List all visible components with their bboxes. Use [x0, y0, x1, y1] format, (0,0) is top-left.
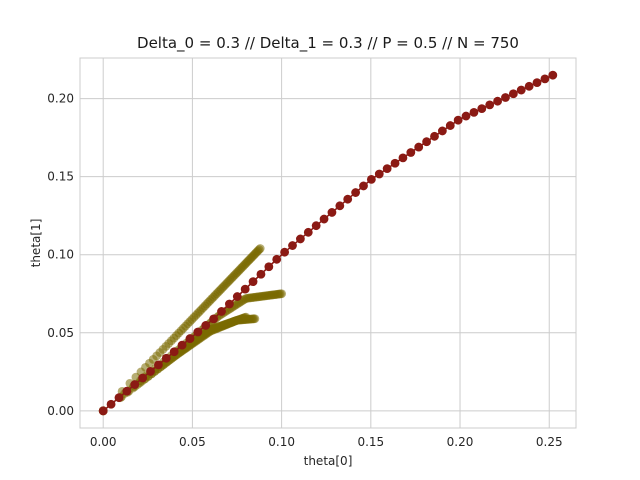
series-point: [351, 188, 361, 197]
series-point: [177, 340, 187, 350]
series-point: [398, 153, 408, 163]
y-tick-label: 0.00: [47, 404, 74, 418]
series-point: [548, 70, 558, 80]
x-tick-label: 0.00: [90, 435, 117, 449]
series-point: [359, 181, 368, 191]
series-point: [225, 299, 234, 309]
x-tick-label: 0.05: [179, 435, 206, 449]
series-point: [280, 247, 290, 257]
plot-frame: [79, 57, 577, 429]
series-point: [485, 100, 495, 110]
series-point: [445, 121, 455, 130]
series-layer: [98, 70, 558, 416]
series-point: [201, 321, 211, 330]
series-point: [390, 158, 400, 168]
series-point: [295, 234, 305, 244]
series-point: [303, 227, 313, 237]
grid-layer: [80, 58, 576, 428]
series-point: [524, 81, 534, 91]
series-point: [508, 89, 518, 99]
x-tick-label: 0.15: [357, 435, 384, 449]
series-point: [430, 131, 439, 141]
series-point: [232, 292, 242, 301]
series-point: [532, 78, 542, 88]
series-point: [327, 208, 337, 217]
series-point: [161, 353, 171, 363]
series-point: [382, 164, 392, 174]
series-point: [343, 194, 353, 204]
x-tick-label: 0.25: [536, 435, 563, 449]
series-point: [241, 312, 251, 322]
series-point: [240, 284, 250, 294]
series-point: [146, 367, 155, 376]
series-point: [256, 269, 266, 279]
series-point: [130, 380, 140, 389]
series-point: [288, 241, 297, 250]
y-tick-label: 0.10: [47, 248, 74, 262]
series-point: [185, 334, 195, 343]
series-point: [501, 93, 510, 102]
chart-title: Delta_0 = 0.3 // Delta_1 = 0.3 // P = 0.…: [137, 34, 519, 53]
series-point: [169, 347, 179, 357]
series-point: [122, 386, 132, 396]
x-tick-label: 0.20: [447, 435, 474, 449]
series-point: [437, 126, 447, 136]
series-point: [335, 201, 345, 211]
series-point: [319, 214, 329, 224]
series-point: [98, 406, 108, 416]
y-tick-label: 0.05: [47, 326, 74, 340]
series-point: [209, 314, 219, 324]
x-tick-label: 0.10: [268, 435, 295, 449]
y-tick-label: 0.20: [47, 92, 74, 106]
series-point: [217, 307, 226, 316]
series-point: [453, 115, 463, 125]
series-point: [255, 244, 265, 253]
series-point: [540, 74, 550, 84]
series-point: [461, 111, 471, 121]
series-point: [277, 289, 287, 299]
series-point: [477, 104, 487, 114]
y-axis-label: theta[1]: [29, 219, 43, 268]
y-tick-label: 0.15: [47, 170, 74, 184]
series-point: [138, 373, 148, 383]
series-point: [422, 137, 431, 147]
series-point: [106, 399, 116, 409]
series-point: [414, 142, 424, 152]
series-point: [114, 393, 124, 403]
series-point: [469, 107, 479, 117]
series-point: [154, 360, 163, 370]
series-point: [193, 327, 203, 337]
series-point: [366, 174, 376, 184]
series-point: [264, 262, 274, 272]
series-point: [406, 148, 416, 157]
tick-layer: 0.00 0.05 0.10 0.15 0.20 0.25 0.00 0.05 0.10 0.15…: [47, 92, 562, 449]
series-point: [311, 221, 321, 231]
series-point: [248, 277, 258, 287]
series-point: [493, 96, 502, 106]
series-point: [516, 85, 526, 95]
x-axis-label: theta[0]: [304, 454, 353, 468]
series-point: [272, 254, 282, 264]
series-point: [374, 169, 384, 179]
series-point: [250, 314, 260, 324]
